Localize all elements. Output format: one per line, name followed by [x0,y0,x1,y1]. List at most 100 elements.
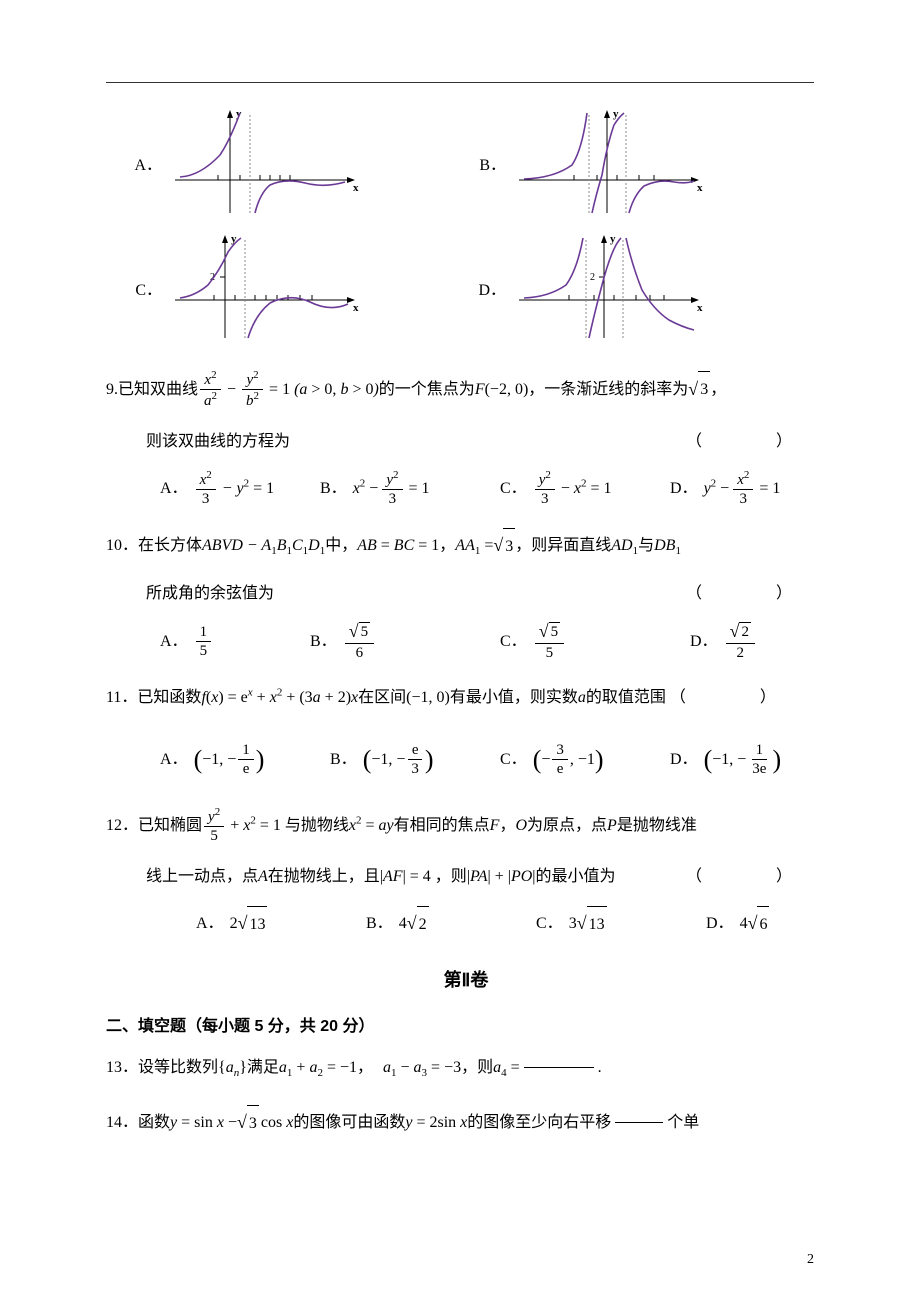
svg-text:2: 2 [590,272,595,283]
q9-optC: C． y23 − x2 = 1 [500,469,670,508]
q10-num: 10． [106,528,138,563]
section-2-title: 第Ⅱ卷 [106,966,826,992]
q12-pre: 已知椭圆 [138,808,202,843]
q10-optA: A． 15 [160,623,310,660]
q12-paren: （ ） [686,859,806,894]
q9-eq1: = 1 [269,372,290,407]
q10-mid2: 与 [638,528,654,563]
q10-sqrt3: √3 [493,526,515,566]
q13-comma2: ，则 [461,1050,493,1085]
q11-num: 11． [106,680,137,715]
q12-po: |PO| [508,859,536,894]
q13-mid1: 满足 [247,1050,279,1085]
q9-frac1-den: a2 [200,390,221,410]
q9-mid2: ，一条渐近线的斜率为 [528,372,688,407]
q9-sqrt3: √3 [688,370,710,410]
q12-p: P [607,808,617,843]
q13-seq: {an} [218,1050,247,1085]
q11-interval: (−1, 0) [406,680,450,715]
question-13: 13． 设等比数列 {an} 满足 a1 + a2 = −1 ， a1 − a3… [106,1050,826,1085]
page-content: A． x y B． [106,105,826,1161]
q13-comma1: ， [357,1050,373,1085]
question-12: 12． 已知椭圆 y25 + x2 = 1 与抛物线 x2 = ay 有相同的焦… [106,806,826,944]
graph-d: x y 2 [514,230,704,345]
q11-fx: f(x) = ex + x2 + (3a + 2)x [201,680,358,715]
graph-a: x y [170,105,360,220]
q12-mid4: 为原点，点 [527,808,607,843]
q12-para: x2 = ay [349,808,394,843]
q13-blank [524,1067,594,1068]
graph-c-label: C． [106,276,162,300]
q10-eq1: AB = BC = 1 [357,528,439,563]
q10-pre: 在长方体 [138,528,202,563]
q11-a: a [578,680,586,715]
q12-o: O [515,808,527,843]
q10-optD: D． √22 [690,621,757,662]
q12-mid5: 是抛物线准 [617,808,697,843]
q10-body: ABVD − A1B1C1D1 [202,528,325,563]
q10-comma2: ，则异面直线 [515,528,611,563]
q12-pa: |PA| [467,859,491,894]
page-top-line [106,82,814,83]
q11-optD: D． ( −1, − 13e ) [670,731,781,788]
graph-c: x y 2 [170,230,360,345]
q9-cond: (a > 0, b > 0) [294,372,379,407]
q10-mid1: 中， [325,528,357,563]
graph-b-label: B． [450,151,506,175]
graph-a-label: A． [106,151,162,175]
q13-pre: 设等比数列 [138,1050,218,1085]
q9-pre: 已知双曲线 [118,372,198,407]
q11-mid3: 的取值范围（ ） [586,680,790,715]
svg-text:x: x [353,302,359,314]
q9-optD: D． y2 − x23 = 1 [670,469,780,508]
q11-optB: B． ( −1, − e3 ) [330,731,500,788]
q9-optA: A． x23 − y2 = 1 [160,469,320,508]
q9-line2: 则该双曲线的方程为 [146,424,290,459]
q9-paren: （ ） [686,424,806,459]
q10-ad1: AD1 [611,528,638,563]
q12-line2pre: 线上一动点，点 [146,859,258,894]
q10-paren: （ ） [686,576,806,611]
q12-optA: A． 2 √13 [196,904,366,944]
q9-frac1-num: x2 [200,369,220,390]
graph-d-label: D． [450,276,506,300]
svg-text:x: x [697,302,703,314]
svg-text:y: y [610,233,616,245]
question-11: 11． 已知函数 f(x) = ex + x2 + (3a + 2)x 在区间 … [106,680,826,788]
q14-mid2: 的图像至少向右平移 [467,1105,611,1140]
q11-optC: C． ( − 3e , −1 ) [500,731,670,788]
q12-f: F [490,808,500,843]
q11-pre: 已知函数 [137,680,201,715]
q9-focus: F(−2, 0) [475,372,528,407]
q14-mid1: 的图像可由函数 [293,1105,405,1140]
q12-mid2: 与抛物线 [285,808,349,843]
question-10: 10． 在长方体 ABVD − A1B1C1D1 中， AB = BC = 1 … [106,526,826,661]
section-2-subtitle: 二、填空题（每小题 5 分，共 20 分） [106,1012,826,1036]
q9-num: 9. [106,372,118,407]
graph-b: x y [514,105,704,220]
q14-sqrt3: √3 [237,1103,259,1143]
q13-eq2: a1 − a3 = −3 [383,1050,461,1085]
question-14: 14． 函数 y = sin x − √3 cos x 的图像可由函数 y = … [106,1103,826,1143]
q14-pre: 函数 [138,1105,170,1140]
q10-db1: DB1 [654,528,681,563]
q13-a4: a4 = [493,1050,520,1085]
q9-comma: ， [710,372,726,407]
q10-line2: 所成角的余弦值为 [146,576,274,611]
q13-period: . [598,1050,602,1085]
q14-blank [615,1122,663,1123]
q14-mid3: 个单 [667,1105,699,1140]
q13-num: 13． [106,1050,138,1085]
graph-row-cd: C． x y 2 [106,230,826,345]
q12-af: |AF| [380,859,406,894]
q12-mid3: 有相同的焦点 [394,808,490,843]
q12-comma1: ， [499,808,515,843]
q9-mid: 的一个焦点为 [379,372,475,407]
question-9: 9. 已知双曲线 x2 a2 − y2 b2 = 1 (a > 0, b > 0… [106,369,826,508]
q12-a: A [258,859,268,894]
svg-text:x: x [697,182,703,194]
q11-mid1: 在区间 [358,680,406,715]
svg-text:x: x [353,182,359,194]
q13-eq1: a1 + a2 = −1 [279,1050,357,1085]
q9-frac2-den: b2 [242,390,263,410]
